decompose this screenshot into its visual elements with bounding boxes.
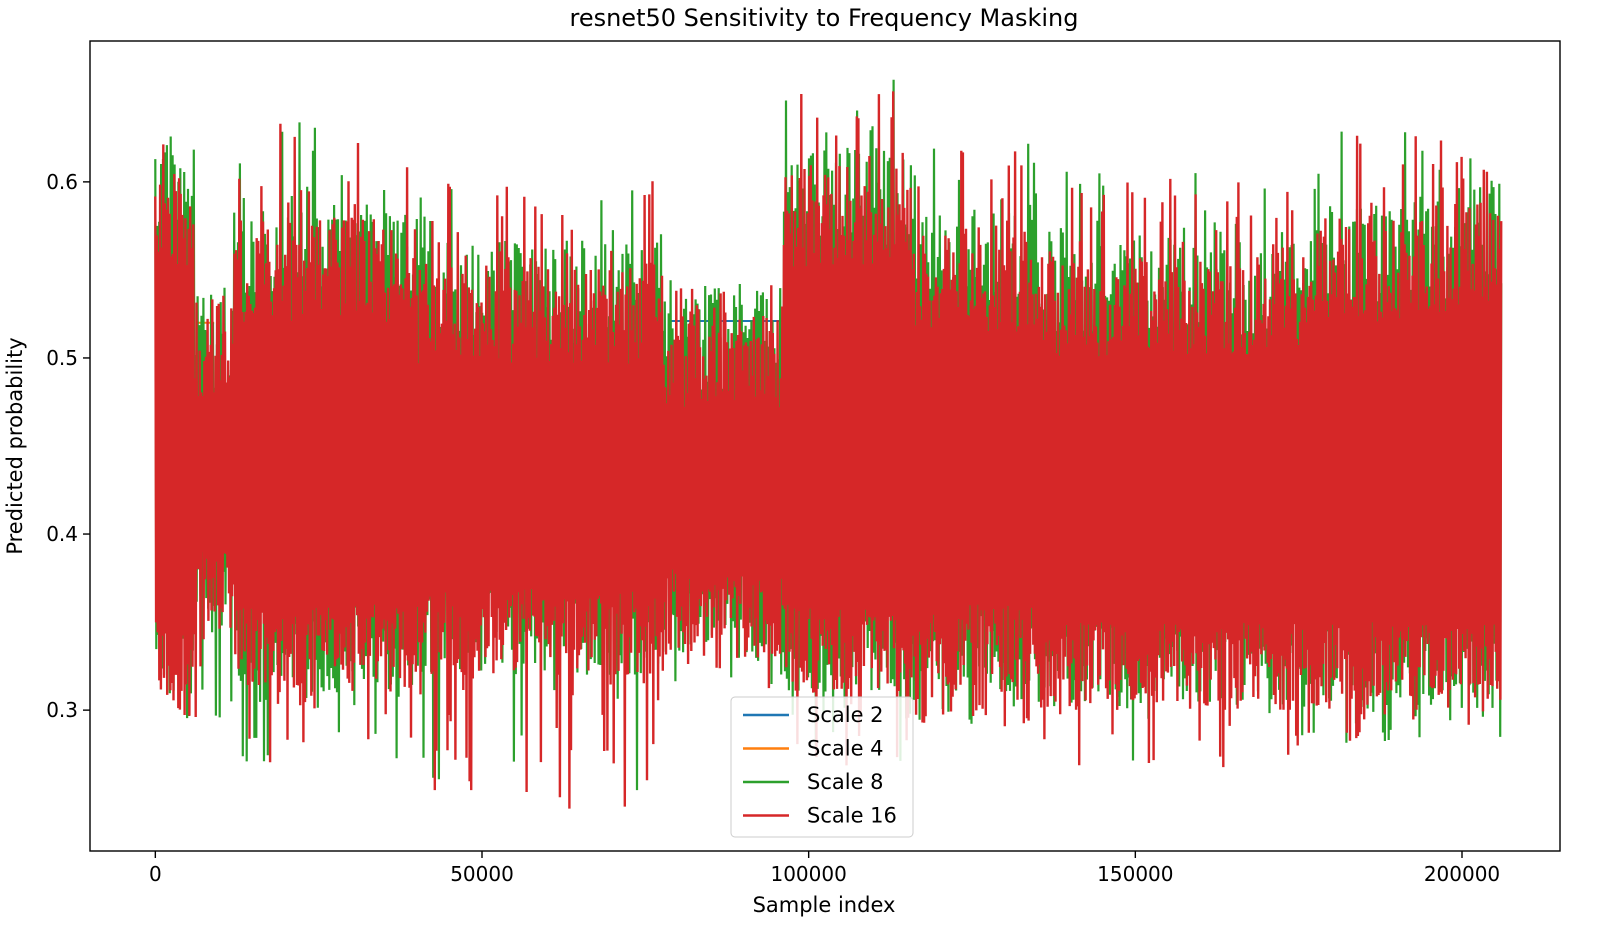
y-tick-label: 0.6 xyxy=(46,170,78,194)
series-scale-16-line xyxy=(154,91,1503,809)
y-axis-label: Predicted probability xyxy=(3,337,27,554)
legend-label: Scale 4 xyxy=(807,737,884,761)
y-tick-label: 0.4 xyxy=(46,522,78,546)
legend-label: Scale 2 xyxy=(807,703,884,727)
x-tick-label: 0 xyxy=(149,862,162,886)
legend: Scale 2 Scale 4 Scale 8 Scale 16 xyxy=(730,696,914,838)
y-tick-label: 0.3 xyxy=(46,698,78,722)
x-tick-label: 150000 xyxy=(1097,862,1173,886)
legend-box xyxy=(730,696,914,838)
y-axis: 0.3 0.4 0.5 0.6 xyxy=(46,170,90,722)
legend-label: Scale 16 xyxy=(807,804,897,828)
x-axis: 0 50000 100000 150000 200000 xyxy=(149,851,1500,886)
x-tick-label: 50000 xyxy=(450,862,514,886)
x-tick-label: 200000 xyxy=(1424,862,1500,886)
plot-frame xyxy=(89,40,1561,852)
series-layer xyxy=(154,79,1503,809)
x-axis-label: Sample index xyxy=(753,893,896,917)
y-tick-label: 0.5 xyxy=(46,346,78,370)
x-tick-label: 100000 xyxy=(770,862,846,886)
chart-title: resnet50 Sensitivity to Frequency Maskin… xyxy=(569,4,1078,32)
legend-label: Scale 8 xyxy=(807,770,884,794)
